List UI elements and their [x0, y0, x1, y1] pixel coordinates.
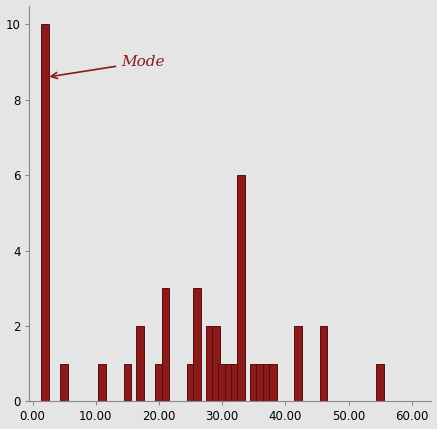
Bar: [231, 364, 239, 402]
Bar: [193, 288, 201, 402]
Bar: [136, 326, 144, 402]
Bar: [218, 364, 226, 402]
Bar: [257, 364, 264, 402]
Bar: [206, 326, 213, 402]
Bar: [60, 364, 68, 402]
Bar: [237, 175, 245, 402]
Bar: [187, 364, 194, 402]
Bar: [212, 326, 220, 402]
Bar: [269, 364, 277, 402]
Bar: [376, 364, 384, 402]
Bar: [162, 288, 169, 402]
Bar: [42, 24, 49, 402]
Bar: [155, 364, 163, 402]
Bar: [98, 364, 106, 402]
Bar: [225, 364, 232, 402]
Bar: [294, 326, 302, 402]
Bar: [124, 364, 131, 402]
Bar: [263, 364, 270, 402]
Bar: [319, 326, 327, 402]
Bar: [250, 364, 257, 402]
Text: Mode: Mode: [51, 55, 165, 79]
